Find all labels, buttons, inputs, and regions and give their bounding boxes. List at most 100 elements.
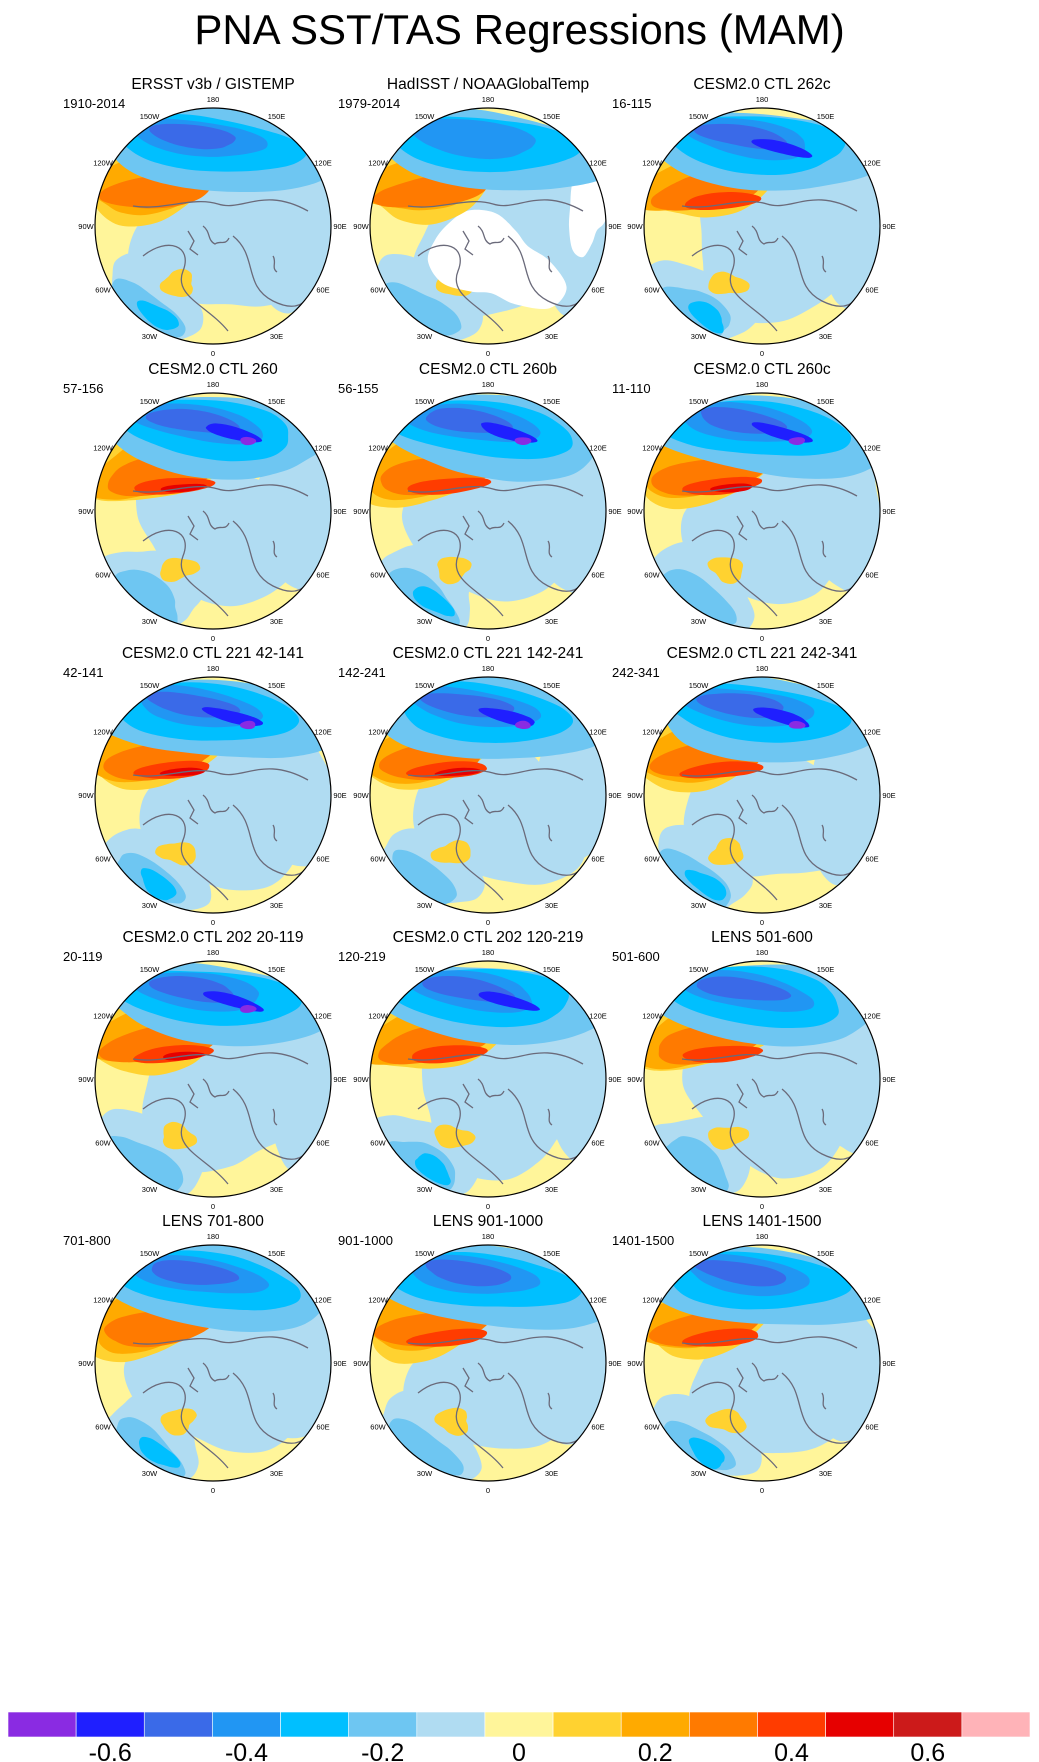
longitude-label: 150W bbox=[140, 112, 161, 121]
longitude-label: 60E bbox=[316, 286, 329, 295]
field-neg-pacific-extreme bbox=[788, 437, 806, 446]
map-panel: LENS 901-1000 180 150E 120E 90E 60E 30E 0 30W 60W… bbox=[338, 1212, 638, 1522]
map-boundary bbox=[94, 392, 332, 630]
longitude-label: 150W bbox=[415, 397, 436, 406]
longitude-label: 30W bbox=[142, 1185, 158, 1194]
panel-title: CESM2.0 CTL 221 242-341 bbox=[666, 645, 858, 662]
longitude-label: 0 bbox=[211, 1202, 215, 1211]
longitude-label: 0 bbox=[760, 918, 764, 927]
colorbar-swatch bbox=[961, 1712, 1030, 1738]
field-missing-data bbox=[427, 209, 567, 310]
colorbar-tick-label: 0 bbox=[512, 1739, 526, 1762]
map-panel: CESM2.0 CTL 221 242-341 180 150E 120E 90E 60E… bbox=[612, 644, 912, 954]
longitude-label: 150E bbox=[817, 112, 835, 121]
longitude-label: 30E bbox=[819, 901, 832, 910]
longitude-label: 30W bbox=[417, 1469, 433, 1478]
longitude-label: 120W bbox=[642, 1296, 663, 1305]
longitude-label: 30W bbox=[417, 1185, 433, 1194]
field-neg-pacific-extreme bbox=[514, 437, 532, 446]
longitude-label: 30W bbox=[142, 332, 158, 341]
map-panel: LENS 501-600 180 150E 120E 90E 60E 30E 0 30W 60W 9… bbox=[612, 928, 912, 1238]
longitude-label: 60W bbox=[644, 1139, 660, 1148]
longitude-label: 150W bbox=[415, 965, 436, 974]
longitude-label: 90W bbox=[627, 222, 643, 231]
field-neg-pacific-core bbox=[425, 1259, 512, 1287]
longitude-label: 180 bbox=[482, 1232, 495, 1241]
longitude-label: 120E bbox=[863, 159, 881, 168]
field-neg-atlantic-core bbox=[684, 869, 727, 901]
panel-period: 11-110 bbox=[612, 381, 651, 396]
colorbar-swatch bbox=[620, 1712, 690, 1738]
longitude-label: 120W bbox=[368, 159, 389, 168]
longitude-label: 30W bbox=[417, 617, 433, 626]
map-panel: CESM2.0 CTL 262c 180 150E 120E 90E 60E 30E 0 30W… bbox=[612, 75, 912, 385]
longitude-label: 90W bbox=[353, 1075, 369, 1084]
polar-map: 180 150E 120E 90E 60E 30E 0 30W 60W 90W 120W 150W bbox=[78, 948, 346, 1211]
longitude-label: 60W bbox=[95, 571, 111, 580]
field-pos-labrador bbox=[434, 1124, 476, 1149]
field-neg-pacific-extreme bbox=[515, 720, 531, 730]
field-neg-atlantic-core bbox=[140, 868, 177, 901]
longitude-label: 60E bbox=[591, 286, 604, 295]
field-neg-pacific-extreme bbox=[240, 1005, 257, 1013]
longitude-label: 180 bbox=[756, 948, 769, 957]
panel-period: 1910-2014 bbox=[63, 96, 126, 111]
panel-title: LENS 701-800 bbox=[162, 1213, 264, 1230]
longitude-label: 90E bbox=[882, 1075, 895, 1084]
longitude-label: 30E bbox=[545, 617, 558, 626]
map-panel: ERSST v3b / GISTEMP 180 150E 120E 90E 60E 30E 0… bbox=[63, 75, 363, 385]
longitude-label: 120E bbox=[314, 728, 332, 737]
longitude-label: 120E bbox=[589, 1296, 607, 1305]
longitude-label: 30E bbox=[819, 1469, 832, 1478]
longitude-label: 90E bbox=[333, 222, 346, 231]
panel-period: 701-800 bbox=[63, 1233, 111, 1248]
polar-map: 180 150E 120E 90E 60E 30E 0 30W 60W 90W 120W 150W bbox=[627, 1232, 895, 1495]
field-neg-pacific-peak bbox=[478, 991, 540, 1011]
map-panel: HadISST / NOAAGlobalTemp 180 150E 120E 90E 60… bbox=[338, 75, 638, 385]
colorbar-tick-label: -0.6 bbox=[89, 1739, 132, 1762]
longitude-label: 120E bbox=[314, 1296, 332, 1305]
longitude-label: 150E bbox=[268, 681, 286, 690]
longitude-label: 60W bbox=[644, 855, 660, 864]
polar-map: 180 150E 120E 90E 60E 30E 0 30W 60W 90W 120W 150W bbox=[627, 664, 895, 927]
longitude-label: 150E bbox=[543, 112, 561, 121]
longitude-label: 150E bbox=[268, 965, 286, 974]
longitude-label: 120W bbox=[93, 444, 114, 453]
longitude-label: 60W bbox=[370, 286, 386, 295]
field-neg-atlantic-core bbox=[688, 1437, 725, 1470]
field-neg-atlantic-core bbox=[412, 586, 455, 617]
longitude-label: 0 bbox=[760, 1486, 764, 1495]
longitude-label: 60E bbox=[865, 1423, 878, 1432]
longitude-label: 150W bbox=[689, 681, 710, 690]
colorbar-tick-label: -0.2 bbox=[361, 1739, 404, 1762]
longitude-label: 150E bbox=[268, 397, 286, 406]
longitude-label: 150W bbox=[415, 1249, 436, 1258]
colorbar-tick-label: -0.4 bbox=[225, 1739, 268, 1762]
field-cool-east bbox=[809, 1286, 880, 1442]
colorbar-swatch bbox=[416, 1712, 486, 1738]
field-neg-atlantic bbox=[384, 282, 462, 337]
longitude-label: 60E bbox=[316, 571, 329, 580]
field-cool-east bbox=[251, 446, 331, 590]
longitude-label: 30E bbox=[270, 617, 283, 626]
longitude-label: 60E bbox=[865, 855, 878, 864]
field-neg-atlantic-core bbox=[414, 1153, 451, 1186]
panel-period: 901-1000 bbox=[338, 1233, 393, 1248]
longitude-label: 0 bbox=[211, 634, 215, 643]
panel-period: 120-219 bbox=[338, 949, 386, 964]
longitude-label: 150W bbox=[689, 1249, 710, 1258]
colorbar-swatch bbox=[8, 1712, 77, 1738]
polar-map: 180 150E 120E 90E 60E 30E 0 30W 60W 90W 120W 150W bbox=[627, 95, 895, 358]
longitude-label: 150E bbox=[817, 1249, 835, 1258]
panel-period: 20-119 bbox=[63, 949, 103, 964]
map-boundary bbox=[369, 392, 607, 630]
longitude-label: 60W bbox=[95, 855, 111, 864]
colorbar-swatch bbox=[348, 1712, 418, 1738]
longitude-label: 30E bbox=[545, 901, 558, 910]
longitude-label: 150E bbox=[543, 1249, 561, 1258]
coastline bbox=[681, 1052, 873, 1185]
field-pos-pacific-core bbox=[679, 761, 764, 779]
longitude-label: 60W bbox=[370, 571, 386, 580]
longitude-label: 90W bbox=[353, 222, 369, 231]
longitude-label: 180 bbox=[482, 380, 495, 389]
